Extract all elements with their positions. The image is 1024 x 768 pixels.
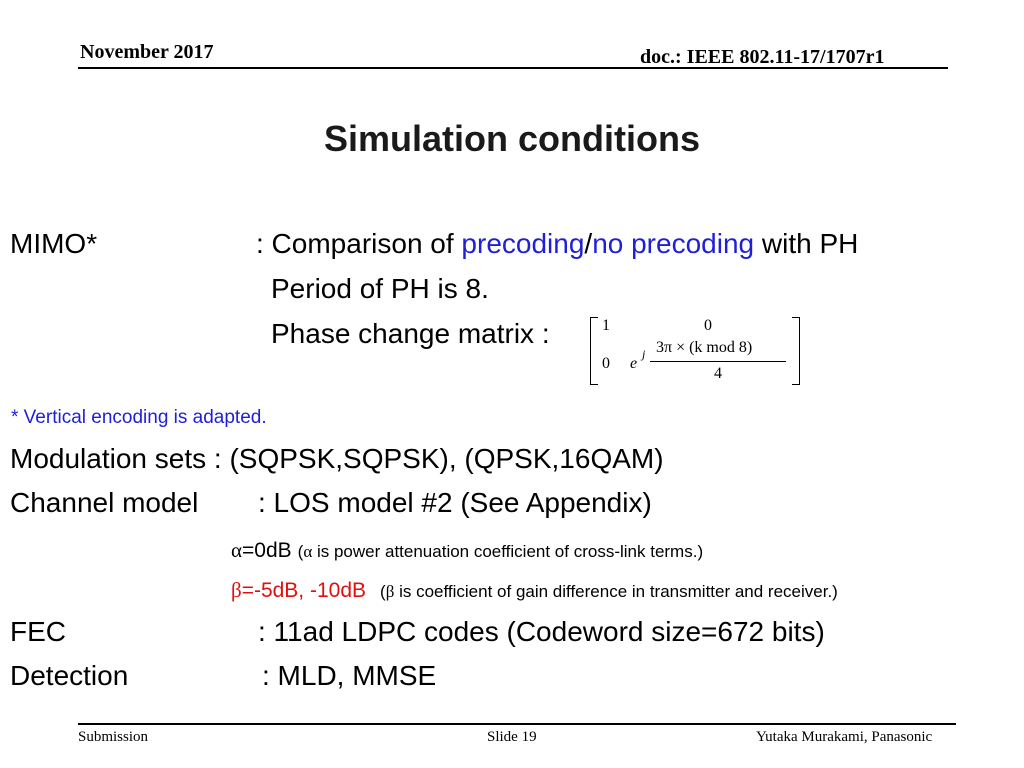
- detection-label: Detection: [10, 660, 129, 691]
- footer-submission: Submission: [78, 729, 149, 745]
- beta-symbol: β: [231, 578, 242, 602]
- footer-author: Yutaka Murakami, Panasonic: [756, 729, 933, 745]
- beta-note-symbol: β: [385, 582, 395, 601]
- beta-line: β=-5dB, -10dB (β is coefficient of gain d…: [231, 578, 838, 603]
- matrix-right-bracket: [792, 317, 800, 385]
- phase-change-label: Phase change matrix :: [271, 318, 550, 349]
- no-precoding-text: no precoding: [592, 228, 755, 259]
- footer-divider: [78, 723, 956, 725]
- phase-change-matrix: 1 0 0 e j 3π × (k mod 8) 4: [590, 315, 800, 387]
- modulation-sets: Modulation sets : (SQPSK,SQPSK), (QPSK,1…: [10, 443, 664, 474]
- matrix-r2c1: 0: [602, 355, 610, 372]
- matrix-numerator: 3π × (k mod 8): [656, 339, 753, 356]
- fec-value: : 11ad LDPC codes (Codeword size=672 bit…: [258, 616, 825, 647]
- beta-note: (β is coefficient of gain difference in …: [380, 582, 838, 601]
- matrix-r1c1: 1: [602, 317, 610, 334]
- mimo-suffix: with PH: [754, 228, 859, 259]
- header-doc-id: doc.: IEEE 802.11-17/1707r1: [640, 46, 885, 68]
- beta-value: =-5dB, -10dB: [241, 579, 367, 602]
- alpha-value: =0dB: [242, 539, 292, 562]
- alpha-symbol: α: [231, 538, 243, 562]
- mimo-description: : Comparison of precoding/no precoding w…: [256, 228, 858, 260]
- channel-label: Channel model: [10, 487, 199, 518]
- mimo-colon-prefix: : Comparison of: [256, 228, 462, 259]
- matrix-left-bracket: [590, 317, 598, 385]
- matrix-denominator: 4: [714, 365, 722, 382]
- footnote: * Vertical encoding is adapted.: [11, 407, 267, 428]
- alpha-note-open: (: [297, 542, 304, 561]
- slash-text: /: [584, 228, 593, 259]
- matrix-exp-base: e: [630, 355, 638, 372]
- alpha-line: α=0dB (α is power attenuation coefficient…: [231, 538, 703, 563]
- footer-slide-number: Slide 19: [487, 729, 537, 745]
- matrix-exp-j: j: [642, 347, 646, 361]
- alpha-note-symbol: α: [303, 542, 313, 561]
- alpha-note-text: is power attenuation coefficient of cros…: [312, 542, 704, 561]
- slide-title: Simulation conditions: [324, 118, 700, 159]
- matrix-fraction-line: [650, 361, 786, 362]
- fec-label: FEC: [10, 616, 66, 647]
- alpha-note: (α is power attenuation coefficient of c…: [298, 542, 703, 561]
- beta-note-open: (: [380, 582, 386, 601]
- channel-value: : LOS model #2 (See Appendix): [258, 487, 652, 518]
- beta-note-text: is coefficient of gain difference in tra…: [394, 582, 838, 601]
- header-date: November 2017: [80, 41, 214, 63]
- header-divider: [78, 67, 948, 69]
- mimo-label: MIMO*: [10, 228, 98, 259]
- period-line: Period of PH is 8.: [271, 273, 489, 304]
- matrix-r1c2: 0: [704, 317, 712, 334]
- precoding-text: precoding: [461, 228, 585, 259]
- detection-value: : MLD, MMSE: [262, 660, 437, 691]
